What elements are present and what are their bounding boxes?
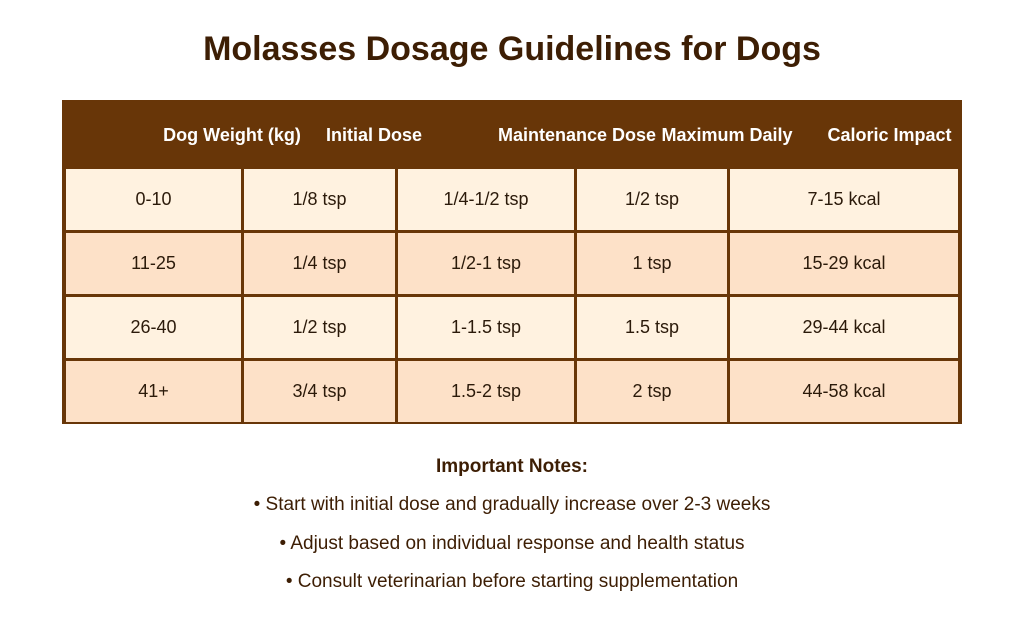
- header-maintenance-dose: Maintenance Dose: [497, 125, 657, 145]
- header-initial-dose: Initial Dose: [325, 125, 423, 145]
- table-cell-caloric-text: 29-44 kcal: [802, 317, 886, 337]
- table-cell-caloric: 44-58 kcal: [730, 361, 958, 422]
- header-maximum-daily: Maximum Daily: [661, 125, 793, 145]
- table-cell-caloric: 29-44 kcal: [730, 297, 958, 358]
- table-cell-maintenance: 1-1.5 tsp: [398, 297, 574, 358]
- table-cell-weight: 41+: [66, 361, 241, 422]
- table-cell-maintenance: 1.5-2 tsp: [398, 361, 574, 422]
- table-cell-caloric: 7-15 kcal: [730, 169, 958, 230]
- table-cell-weight: 0-10: [66, 169, 241, 230]
- table-cell-maximum: 1.5 tsp: [577, 297, 727, 358]
- table-cell-caloric-text: 15-29 kcal: [802, 253, 886, 273]
- table-cell-caloric-text: 44-58 kcal: [802, 381, 886, 401]
- table-header-row: Dog Weight (kg) Initial Dose Maintenance…: [62, 100, 962, 166]
- header-dog-weight: Dog Weight (kg): [163, 125, 301, 145]
- page-title: Molasses Dosage Guidelines for Dogs: [203, 30, 821, 68]
- table-cell-weight: 26-40: [66, 297, 241, 358]
- dosage-table: Dog Weight (kg) Initial Dose Maintenance…: [62, 100, 962, 424]
- table-cell-weight: 11-25: [66, 233, 241, 294]
- table-cell-maximum: 1 tsp: [577, 233, 727, 294]
- table-cell-maximum: 2 tsp: [577, 361, 727, 422]
- note-item: • Adjust based on individual response an…: [279, 533, 745, 554]
- notes-title: Important Notes:: [436, 456, 588, 477]
- table-cell-maximum: 1/2 tsp: [577, 169, 727, 230]
- table-cell-maintenance: 1/4-1/2 tsp: [398, 169, 574, 230]
- table-cell-initial: 3/4 tsp: [244, 361, 395, 422]
- table-cell-initial: 1/2 tsp: [244, 297, 395, 358]
- table-cell-caloric: 15-29 kcal: [730, 233, 958, 294]
- note-item: • Start with initial dose and gradually …: [253, 494, 771, 515]
- table-cell-initial: 1/4 tsp: [244, 233, 395, 294]
- note-item: • Consult veterinarian before starting s…: [285, 571, 739, 592]
- table-cell-initial: 1/8 tsp: [244, 169, 395, 230]
- table-cell-caloric-text: 7-15 kcal: [807, 189, 881, 209]
- header-caloric-impact: Caloric Impact: [827, 125, 952, 145]
- table-cell-maintenance: 1/2-1 tsp: [398, 233, 574, 294]
